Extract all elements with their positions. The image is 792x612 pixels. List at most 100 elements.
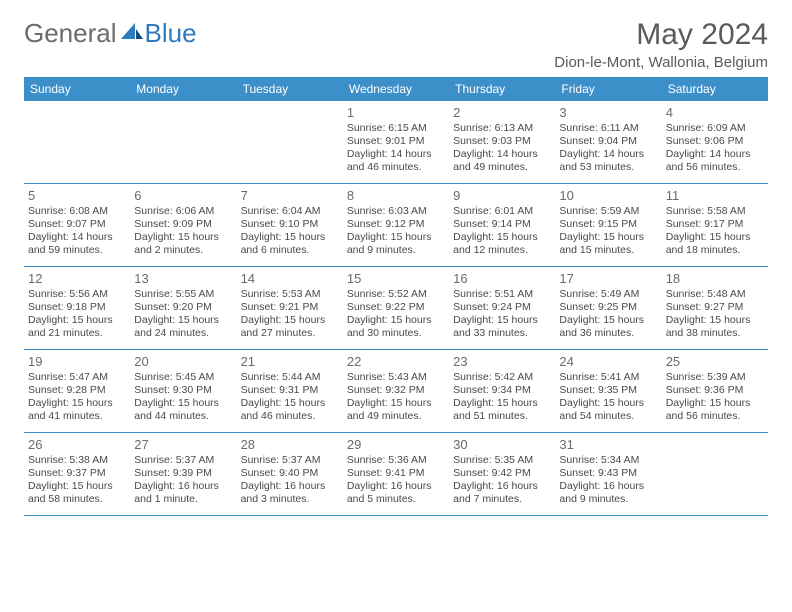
- sunset-text: Sunset: 9:14 PM: [453, 218, 551, 231]
- sunrise-text: Sunrise: 5:58 AM: [666, 205, 764, 218]
- sunset-text: Sunset: 9:34 PM: [453, 384, 551, 397]
- sunrise-text: Sunrise: 6:13 AM: [453, 122, 551, 135]
- sunset-text: Sunset: 9:40 PM: [241, 467, 339, 480]
- calendar-cell: 24Sunrise: 5:41 AMSunset: 9:35 PMDayligh…: [555, 350, 661, 432]
- day-header: Sunday: [24, 77, 130, 101]
- daylight-text: Daylight: 15 hours and 56 minutes.: [666, 397, 764, 423]
- calendar-cell: 3Sunrise: 6:11 AMSunset: 9:04 PMDaylight…: [555, 101, 661, 183]
- sunrise-text: Sunrise: 5:44 AM: [241, 371, 339, 384]
- calendar-cell: 31Sunrise: 5:34 AMSunset: 9:43 PMDayligh…: [555, 433, 661, 515]
- daylight-text: Daylight: 15 hours and 44 minutes.: [134, 397, 232, 423]
- daylight-text: Daylight: 15 hours and 21 minutes.: [28, 314, 126, 340]
- sunrise-text: Sunrise: 5:39 AM: [666, 371, 764, 384]
- calendar-cell: 23Sunrise: 5:42 AMSunset: 9:34 PMDayligh…: [449, 350, 555, 432]
- daylight-text: Daylight: 15 hours and 2 minutes.: [134, 231, 232, 257]
- title-block: May 2024 Dion-le-Mont, Wallonia, Belgium: [554, 18, 768, 71]
- day-number: 28: [241, 437, 339, 452]
- day-number: 26: [28, 437, 126, 452]
- sunset-text: Sunset: 9:01 PM: [347, 135, 445, 148]
- daylight-text: Daylight: 15 hours and 6 minutes.: [241, 231, 339, 257]
- sunrise-text: Sunrise: 5:36 AM: [347, 454, 445, 467]
- day-number: 17: [559, 271, 657, 286]
- calendar-cell: 21Sunrise: 5:44 AMSunset: 9:31 PMDayligh…: [237, 350, 343, 432]
- calendar-cell: 29Sunrise: 5:36 AMSunset: 9:41 PMDayligh…: [343, 433, 449, 515]
- sunrise-text: Sunrise: 6:06 AM: [134, 205, 232, 218]
- daylight-text: Daylight: 15 hours and 18 minutes.: [666, 231, 764, 257]
- day-number: 15: [347, 271, 445, 286]
- day-number: 11: [666, 188, 764, 203]
- sunrise-text: Sunrise: 5:47 AM: [28, 371, 126, 384]
- daylight-text: Daylight: 14 hours and 53 minutes.: [559, 148, 657, 174]
- sunset-text: Sunset: 9:30 PM: [134, 384, 232, 397]
- calendar-cell: [237, 101, 343, 183]
- day-number: 1: [347, 105, 445, 120]
- sunset-text: Sunset: 9:28 PM: [28, 384, 126, 397]
- calendar-cell: 28Sunrise: 5:37 AMSunset: 9:40 PMDayligh…: [237, 433, 343, 515]
- day-header: Thursday: [449, 77, 555, 101]
- calendar-cell: [24, 101, 130, 183]
- daylight-text: Daylight: 15 hours and 41 minutes.: [28, 397, 126, 423]
- sunset-text: Sunset: 9:41 PM: [347, 467, 445, 480]
- daylight-text: Daylight: 15 hours and 49 minutes.: [347, 397, 445, 423]
- day-number: 4: [666, 105, 764, 120]
- daylight-text: Daylight: 14 hours and 46 minutes.: [347, 148, 445, 174]
- sunset-text: Sunset: 9:27 PM: [666, 301, 764, 314]
- calendar-cell: 25Sunrise: 5:39 AMSunset: 9:36 PMDayligh…: [662, 350, 768, 432]
- logo: General Blue: [24, 18, 197, 49]
- day-number: 14: [241, 271, 339, 286]
- calendar-cell: 30Sunrise: 5:35 AMSunset: 9:42 PMDayligh…: [449, 433, 555, 515]
- sunrise-text: Sunrise: 5:52 AM: [347, 288, 445, 301]
- sunrise-text: Sunrise: 5:48 AM: [666, 288, 764, 301]
- calendar-cell: 26Sunrise: 5:38 AMSunset: 9:37 PMDayligh…: [24, 433, 130, 515]
- calendar-cell: 13Sunrise: 5:55 AMSunset: 9:20 PMDayligh…: [130, 267, 236, 349]
- calendar-cell: 10Sunrise: 5:59 AMSunset: 9:15 PMDayligh…: [555, 184, 661, 266]
- day-header: Friday: [555, 77, 661, 101]
- day-number: 7: [241, 188, 339, 203]
- daylight-text: Daylight: 15 hours and 36 minutes.: [559, 314, 657, 340]
- day-number: 20: [134, 354, 232, 369]
- day-number: 29: [347, 437, 445, 452]
- calendar-cell: 16Sunrise: 5:51 AMSunset: 9:24 PMDayligh…: [449, 267, 555, 349]
- day-number: 12: [28, 271, 126, 286]
- daylight-text: Daylight: 16 hours and 1 minute.: [134, 480, 232, 506]
- sunrise-text: Sunrise: 5:51 AM: [453, 288, 551, 301]
- sunrise-text: Sunrise: 5:38 AM: [28, 454, 126, 467]
- daylight-text: Daylight: 15 hours and 54 minutes.: [559, 397, 657, 423]
- sunset-text: Sunset: 9:39 PM: [134, 467, 232, 480]
- day-header: Saturday: [662, 77, 768, 101]
- sunrise-text: Sunrise: 6:08 AM: [28, 205, 126, 218]
- sunset-text: Sunset: 9:06 PM: [666, 135, 764, 148]
- calendar-cell: 7Sunrise: 6:04 AMSunset: 9:10 PMDaylight…: [237, 184, 343, 266]
- calendar-cell: 8Sunrise: 6:03 AMSunset: 9:12 PMDaylight…: [343, 184, 449, 266]
- sunrise-text: Sunrise: 6:01 AM: [453, 205, 551, 218]
- day-number: 21: [241, 354, 339, 369]
- calendar-cell: [130, 101, 236, 183]
- sunrise-text: Sunrise: 5:56 AM: [28, 288, 126, 301]
- day-number: 18: [666, 271, 764, 286]
- day-number: 8: [347, 188, 445, 203]
- daylight-text: Daylight: 15 hours and 33 minutes.: [453, 314, 551, 340]
- day-number: 22: [347, 354, 445, 369]
- calendar-cell: 27Sunrise: 5:37 AMSunset: 9:39 PMDayligh…: [130, 433, 236, 515]
- daylight-text: Daylight: 15 hours and 9 minutes.: [347, 231, 445, 257]
- sunrise-text: Sunrise: 5:45 AM: [134, 371, 232, 384]
- sunset-text: Sunset: 9:22 PM: [347, 301, 445, 314]
- daylight-text: Daylight: 15 hours and 12 minutes.: [453, 231, 551, 257]
- sunrise-text: Sunrise: 5:34 AM: [559, 454, 657, 467]
- daylight-text: Daylight: 15 hours and 15 minutes.: [559, 231, 657, 257]
- calendar-cell: 12Sunrise: 5:56 AMSunset: 9:18 PMDayligh…: [24, 267, 130, 349]
- sunset-text: Sunset: 9:32 PM: [347, 384, 445, 397]
- sunrise-text: Sunrise: 5:55 AM: [134, 288, 232, 301]
- day-number: 19: [28, 354, 126, 369]
- sunset-text: Sunset: 9:07 PM: [28, 218, 126, 231]
- sunset-text: Sunset: 9:25 PM: [559, 301, 657, 314]
- calendar-cell: 17Sunrise: 5:49 AMSunset: 9:25 PMDayligh…: [555, 267, 661, 349]
- location: Dion-le-Mont, Wallonia, Belgium: [554, 54, 768, 71]
- calendar-cell: 1Sunrise: 6:15 AMSunset: 9:01 PMDaylight…: [343, 101, 449, 183]
- calendar-cell: 18Sunrise: 5:48 AMSunset: 9:27 PMDayligh…: [662, 267, 768, 349]
- day-header: Wednesday: [343, 77, 449, 101]
- sunrise-text: Sunrise: 5:59 AM: [559, 205, 657, 218]
- month-title: May 2024: [554, 18, 768, 52]
- sunrise-text: Sunrise: 6:04 AM: [241, 205, 339, 218]
- week-row: 12Sunrise: 5:56 AMSunset: 9:18 PMDayligh…: [24, 267, 768, 350]
